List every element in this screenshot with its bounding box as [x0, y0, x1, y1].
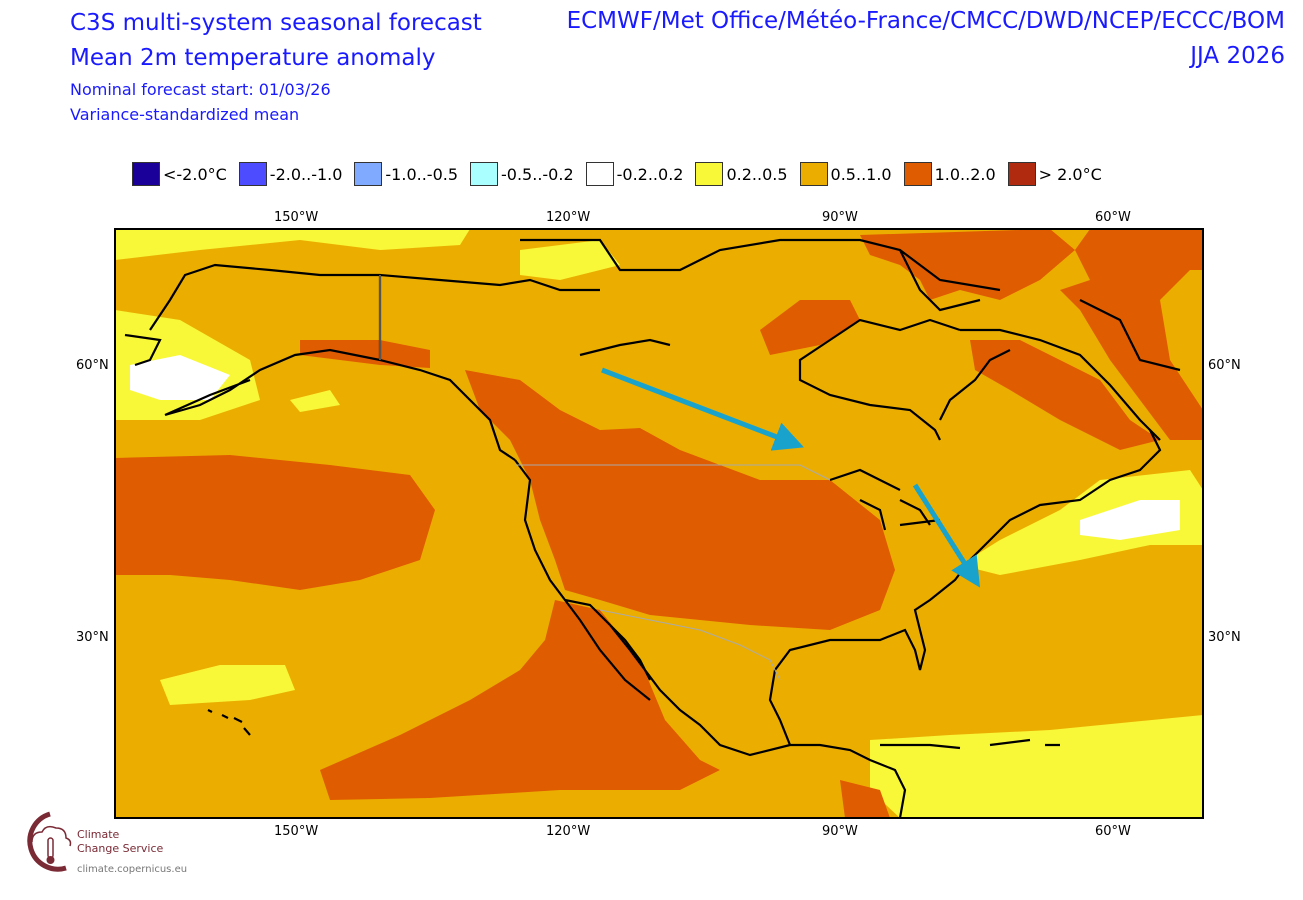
trend-arrow [912, 483, 981, 588]
anomaly-yellow-region [870, 715, 1203, 818]
lon-label-bottom: 150°W [274, 824, 319, 839]
map-title: C3S multi-system seasonal forecast [70, 10, 482, 36]
legend-swatch [1007, 162, 1036, 186]
anomaly-1.0-2.0-region [320, 600, 720, 800]
coastline-great-lakes [829, 468, 941, 531]
lat-label-left: 30°N [76, 630, 109, 645]
legend-item: -0.2..0.2 [585, 162, 684, 186]
lat-label-right: 60°N [1208, 358, 1241, 373]
legend-swatch [238, 162, 267, 186]
method-label: Variance-standardized mean [70, 105, 300, 124]
legend-swatch [354, 162, 383, 186]
legend-label: -0.2..0.2 [616, 164, 684, 184]
coastline-arctic-islands [520, 238, 1181, 372]
legend-item: -2.0..-1.0 [238, 162, 343, 186]
legend-label: > 2.0°C [1038, 164, 1102, 184]
anomaly-1.0-2.0-region [970, 340, 1160, 450]
coastline-hudson-bay [798, 318, 1011, 441]
anomaly-1.0-2.0-region [860, 229, 1075, 300]
climate-logo-icon [27, 811, 72, 872]
anomaly-yellow-region [115, 229, 470, 260]
legend-item: > 2.0°C [1007, 162, 1102, 186]
map-frame [114, 228, 1204, 819]
legend-swatch [903, 162, 932, 186]
legend-label: <-2.0°C [163, 164, 227, 184]
legend-label: -2.0..-1.0 [269, 164, 343, 184]
anomaly-1.0-2.0-region [300, 340, 430, 368]
legend-swatch [695, 162, 724, 186]
legend-item: <-2.0°C [132, 162, 227, 186]
anomaly-neutral-region [130, 355, 230, 400]
anomaly-neutral-region [1080, 500, 1180, 540]
logo-text-line2: Change Service [77, 842, 164, 855]
legend-swatch [132, 162, 160, 186]
legend-swatch [799, 162, 828, 186]
copernicus-logo: Climate Change Service climate.copernicu… [10, 810, 210, 880]
legend-item: 0.2..0.5 [695, 162, 788, 186]
legend-label: 0.5..1.0 [830, 164, 892, 184]
legend-item: -0.5..-0.2 [470, 162, 574, 186]
season-label: JJA 2026 [1190, 43, 1285, 69]
lat-label-left: 60°N [76, 358, 109, 373]
anomaly-yellow-region [290, 390, 340, 412]
coastline-alaska [124, 263, 600, 461]
anomaly-yellow-region [160, 665, 295, 705]
anomaly-1.0-2.0-region [115, 455, 435, 590]
anomaly-1.0-2.0-region [840, 780, 890, 818]
legend-item: -1.0..-0.5 [354, 162, 458, 186]
legend-swatch [585, 162, 614, 186]
legend-item: 0.5..1.0 [799, 162, 892, 186]
lon-label-bottom: 60°W [1095, 824, 1131, 839]
anomaly-1.0-2.0-region [1000, 229, 1203, 440]
legend-label: -0.5..-0.2 [501, 164, 574, 184]
logo-text-line1: Climate [77, 828, 120, 841]
coastline-west [514, 459, 791, 757]
anomaly-yellow-region [520, 240, 620, 280]
logo-url: climate.copernicus.eu [77, 864, 188, 875]
legend-label: -1.0..-0.5 [385, 164, 459, 184]
coastline-caribbean [880, 738, 1060, 750]
trend-arrow [601, 367, 805, 451]
lon-label-top: 120°W [546, 210, 591, 225]
coastline-gulf [768, 429, 1162, 818]
lat-label-right: 30°N [1208, 630, 1241, 645]
lon-label-bottom: 120°W [546, 824, 591, 839]
legend-label: 1.0..2.0 [934, 164, 996, 184]
legend-swatch [470, 162, 499, 186]
legend-label: 0.2..0.5 [726, 164, 788, 184]
forecast-start: Nominal forecast start: 01/03/26 [70, 80, 331, 99]
country-borders [379, 275, 831, 681]
lon-label-bottom: 90°W [822, 824, 858, 839]
systems-label: ECMWF/Met Office/Météo-France/CMCC/DWD/N… [566, 8, 1285, 34]
legend: <-2.0°C -2.0..-1.0 -1.0..-0.5 -0.5..-0.2 -0.… [132, 162, 1114, 186]
coastline-labrador [960, 328, 1161, 441]
coastline-hawaii [207, 709, 251, 736]
anomaly-yellow-region [1170, 745, 1203, 790]
anomaly-1.0-2.0-region [760, 300, 860, 355]
anomaly-1.0-2.0-region [465, 370, 895, 630]
coastlines [124, 238, 1181, 818]
legend-item: 1.0..2.0 [903, 162, 996, 186]
map-subtitle: Mean 2m temperature anomaly [70, 45, 436, 71]
lon-label-top: 60°W [1095, 210, 1131, 225]
lon-label-top: 150°W [274, 210, 319, 225]
lon-label-top: 90°W [822, 210, 858, 225]
